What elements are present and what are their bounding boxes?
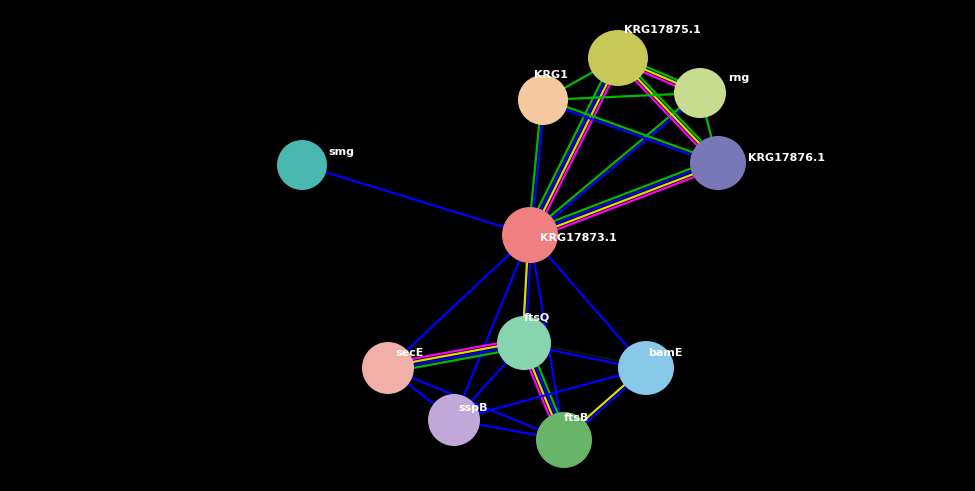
Ellipse shape: [497, 316, 551, 370]
Text: rng: rng: [728, 73, 749, 83]
Text: smg: smg: [328, 147, 354, 157]
Text: bamE: bamE: [648, 348, 682, 358]
Text: sspB: sspB: [458, 403, 488, 413]
Text: KRG17876.1: KRG17876.1: [748, 153, 825, 163]
Ellipse shape: [588, 30, 648, 86]
Ellipse shape: [277, 140, 327, 190]
Ellipse shape: [536, 412, 592, 468]
Ellipse shape: [502, 207, 558, 263]
Text: KRG1: KRG1: [534, 70, 567, 80]
Text: KRG17873.1: KRG17873.1: [540, 233, 617, 243]
Ellipse shape: [690, 136, 746, 190]
Ellipse shape: [428, 394, 480, 446]
Ellipse shape: [674, 68, 726, 118]
Text: ftsQ: ftsQ: [524, 313, 550, 323]
Ellipse shape: [518, 75, 568, 125]
Ellipse shape: [362, 342, 414, 394]
Text: KRG17875.1: KRG17875.1: [624, 25, 701, 35]
Ellipse shape: [618, 341, 674, 395]
Text: ftsB: ftsB: [564, 413, 589, 423]
Text: secE: secE: [395, 348, 423, 358]
